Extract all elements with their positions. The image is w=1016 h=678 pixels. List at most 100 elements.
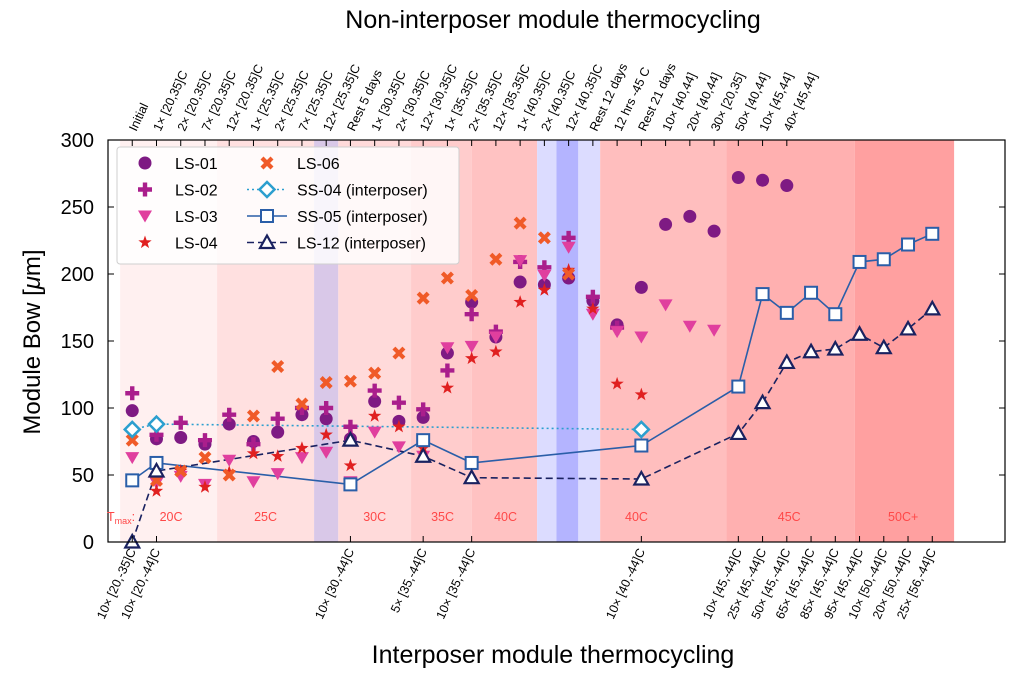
marker-ls-03-7 bbox=[294, 452, 309, 465]
marker-ls-12-interposer--2 bbox=[341, 430, 360, 447]
tmax-sub: max bbox=[115, 516, 133, 526]
marker-ls-03-22 bbox=[658, 299, 673, 312]
marker-ls-01-16 bbox=[513, 275, 527, 289]
marker-ls-02-1 bbox=[149, 427, 164, 442]
marker-ls-12-interposer--10 bbox=[826, 339, 845, 356]
marker-ls-02-6 bbox=[270, 411, 285, 426]
legend-marker-ls-04 bbox=[138, 235, 152, 249]
legend-label-ls-04: LS-04 bbox=[175, 236, 218, 253]
marker-ls-02-18 bbox=[561, 230, 576, 245]
legend-marker-ls-02 bbox=[138, 182, 152, 197]
legend-label-ls-02: LS-02 bbox=[175, 183, 218, 200]
marker-ls-03-15 bbox=[488, 331, 503, 344]
marker-ls-04-8 bbox=[319, 427, 333, 441]
marker-ls-03-19 bbox=[585, 308, 600, 321]
marker-ss-05-interposer--4 bbox=[464, 455, 479, 470]
legend-label-ls-12-interposer-: LS-12 (interposer) bbox=[297, 236, 426, 253]
marker-ls-12-interposer--3 bbox=[414, 446, 433, 463]
marker-ls-01-21 bbox=[634, 280, 648, 294]
marker-ls-01-25 bbox=[731, 171, 745, 185]
marker-ls-06-5 bbox=[246, 409, 260, 423]
marker-ls-04-1 bbox=[149, 484, 164, 497]
marker-ss-05-interposer--3 bbox=[416, 433, 431, 448]
marker-ls-01-27 bbox=[780, 179, 794, 193]
marker-ls-01-6 bbox=[271, 425, 285, 439]
legend-label-ss-04-interposer-: SS-04 (interposer) bbox=[297, 183, 428, 200]
legend-marker-ls-01 bbox=[138, 156, 152, 170]
marker-ls-02-2 bbox=[173, 415, 188, 430]
marker-ls-04-20 bbox=[610, 376, 624, 390]
marker-ls-04-15 bbox=[489, 344, 503, 358]
marker-ls-12-interposer--1 bbox=[147, 461, 166, 478]
legend-label-ls-03: LS-03 bbox=[175, 209, 218, 226]
y-tick-label-3: 150 bbox=[61, 331, 94, 353]
marker-ls-01-24 bbox=[707, 224, 721, 238]
marker-ls-02-11 bbox=[391, 395, 406, 410]
band-label-1: 25C bbox=[254, 510, 277, 524]
tmax-suffix: : bbox=[132, 510, 135, 524]
marker-ls-02-13 bbox=[440, 363, 455, 378]
marker-ls-04-18 bbox=[561, 262, 576, 276]
marker-ls-03-5 bbox=[246, 476, 261, 489]
marker-ls-06-7 bbox=[295, 397, 309, 411]
marker-ls-03-13 bbox=[440, 342, 455, 355]
marker-ls-03-8 bbox=[319, 446, 334, 459]
band-label-6: 45C bbox=[778, 510, 801, 524]
marker-ss-05-interposer--9 bbox=[804, 285, 819, 300]
marker-ls-06-16 bbox=[513, 216, 527, 230]
marker-ls-12-interposer--11 bbox=[850, 325, 869, 341]
bottom-axis: 10× [20,-35]C10× [20,-44]C 10× [30,-44]C 5… bbox=[94, 536, 939, 621]
marker-ss-05-interposer--0 bbox=[125, 473, 140, 488]
marker-ls-06-14 bbox=[465, 288, 479, 302]
marker-ls-02-17 bbox=[537, 260, 552, 275]
marker-ss-05-interposer--6 bbox=[731, 379, 746, 394]
marker-ls-06-18 bbox=[562, 267, 576, 281]
marker-ls-06-9 bbox=[343, 374, 357, 388]
y-tick-label-6: 300 bbox=[61, 130, 94, 152]
bottom-tick-label-2: 10× [30,-44]C bbox=[312, 546, 357, 621]
y-label-mu: μ bbox=[19, 276, 46, 290]
band-11 bbox=[854, 140, 955, 542]
legend-label-ss-05-interposer-: SS-05 (interposer) bbox=[297, 209, 428, 226]
marker-ss-05-interposer--10 bbox=[828, 307, 843, 322]
marker-ls-12-interposer--9 bbox=[802, 342, 820, 359]
legend-marker-ls-06 bbox=[260, 156, 274, 170]
marker-ls-06-13 bbox=[440, 271, 454, 285]
legend-marker-ss-04-interposer- bbox=[257, 180, 277, 199]
bottom-tick-label-4: 10× [35,-44]C bbox=[434, 546, 479, 621]
marker-ls-03-17 bbox=[537, 269, 552, 282]
marker-ls-02-10 bbox=[367, 383, 382, 398]
y-tick-label-2: 100 bbox=[61, 398, 94, 420]
marker-ss-05-interposer--11 bbox=[852, 254, 867, 269]
marker-ls-04-13 bbox=[440, 380, 455, 394]
legend-marker-ls-03 bbox=[138, 210, 152, 223]
marker-ls-12-interposer--5 bbox=[632, 469, 651, 486]
marker-ls-03-1 bbox=[149, 477, 164, 490]
y-axis: 0 50 100 150 200 250 300 bbox=[61, 130, 1005, 554]
marker-ls-06-11 bbox=[392, 346, 406, 360]
band-8 bbox=[578, 140, 601, 542]
band-10 bbox=[726, 140, 855, 542]
marker-ls-03-16 bbox=[513, 255, 528, 268]
marker-ls-02-9 bbox=[343, 419, 358, 434]
marker-ls-12-interposer--6 bbox=[729, 424, 748, 441]
marker-ls-04-3 bbox=[198, 480, 212, 493]
marker-ls-01-2 bbox=[174, 430, 188, 444]
y-tick-label-4: 200 bbox=[61, 264, 94, 286]
marker-ss-04-interposer--1 bbox=[147, 414, 166, 434]
marker-ls-02-0 bbox=[125, 386, 140, 401]
bottom-tick-label-3: 5× [35,-44]C bbox=[388, 546, 430, 615]
marker-ls-04-17 bbox=[537, 283, 552, 296]
marker-ls-12-interposer--12 bbox=[874, 338, 893, 355]
marker-ls-03-6 bbox=[270, 468, 285, 481]
tmax-label: Tmax: bbox=[107, 510, 135, 526]
marker-ls-04-6 bbox=[271, 449, 285, 462]
marker-ls-02-12 bbox=[416, 402, 431, 417]
band-label-7: 50C+ bbox=[888, 510, 918, 524]
marker-ls-02-14 bbox=[464, 307, 479, 322]
marker-ls-12-interposer--14 bbox=[923, 299, 942, 316]
chart-title: Non-interposer module thermocycling bbox=[345, 6, 760, 34]
marker-ls-02-5 bbox=[246, 437, 261, 452]
marker-ls-06-4 bbox=[222, 468, 236, 482]
